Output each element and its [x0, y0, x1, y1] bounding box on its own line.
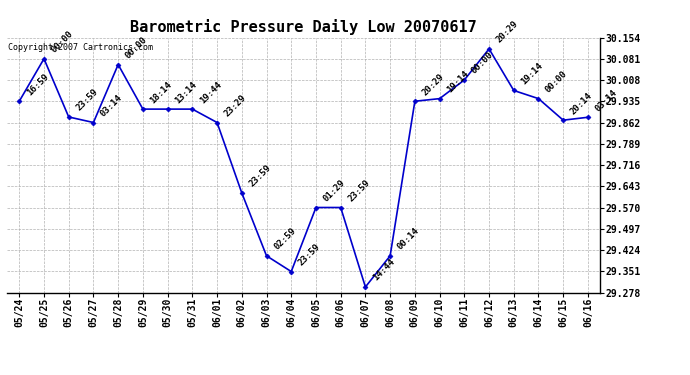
Text: 23:29: 23:29: [223, 93, 248, 118]
Text: 19:44: 19:44: [198, 80, 224, 105]
Text: 02:59: 02:59: [272, 226, 297, 252]
Text: 00:14: 00:14: [395, 226, 421, 252]
Text: 00:00: 00:00: [470, 51, 495, 76]
Text: 20:29: 20:29: [420, 72, 446, 97]
Text: 20:29: 20:29: [495, 20, 520, 45]
Text: Copyright 2007 Cartronics.com: Copyright 2007 Cartronics.com: [8, 43, 153, 52]
Text: 18:14: 18:14: [148, 80, 174, 105]
Text: 19:14: 19:14: [445, 69, 471, 94]
Text: 00:00: 00:00: [544, 69, 569, 94]
Text: 16:59: 16:59: [25, 72, 50, 97]
Text: 00:00: 00:00: [124, 35, 149, 60]
Text: 20:14: 20:14: [569, 91, 594, 116]
Text: 13:14: 13:14: [173, 80, 199, 105]
Title: Barometric Pressure Daily Low 20070617: Barometric Pressure Daily Low 20070617: [130, 19, 477, 35]
Text: 01:29: 01:29: [322, 178, 347, 203]
Text: 19:14: 19:14: [520, 61, 544, 86]
Text: 00:00: 00:00: [50, 29, 75, 55]
Text: 03:14: 03:14: [593, 88, 619, 113]
Text: 14:44: 14:44: [371, 257, 396, 283]
Text: 23:59: 23:59: [346, 178, 372, 203]
Text: 23:59: 23:59: [297, 242, 322, 267]
Text: 23:59: 23:59: [247, 164, 273, 189]
Text: 23:59: 23:59: [75, 87, 99, 113]
Text: 03:14: 03:14: [99, 93, 124, 118]
